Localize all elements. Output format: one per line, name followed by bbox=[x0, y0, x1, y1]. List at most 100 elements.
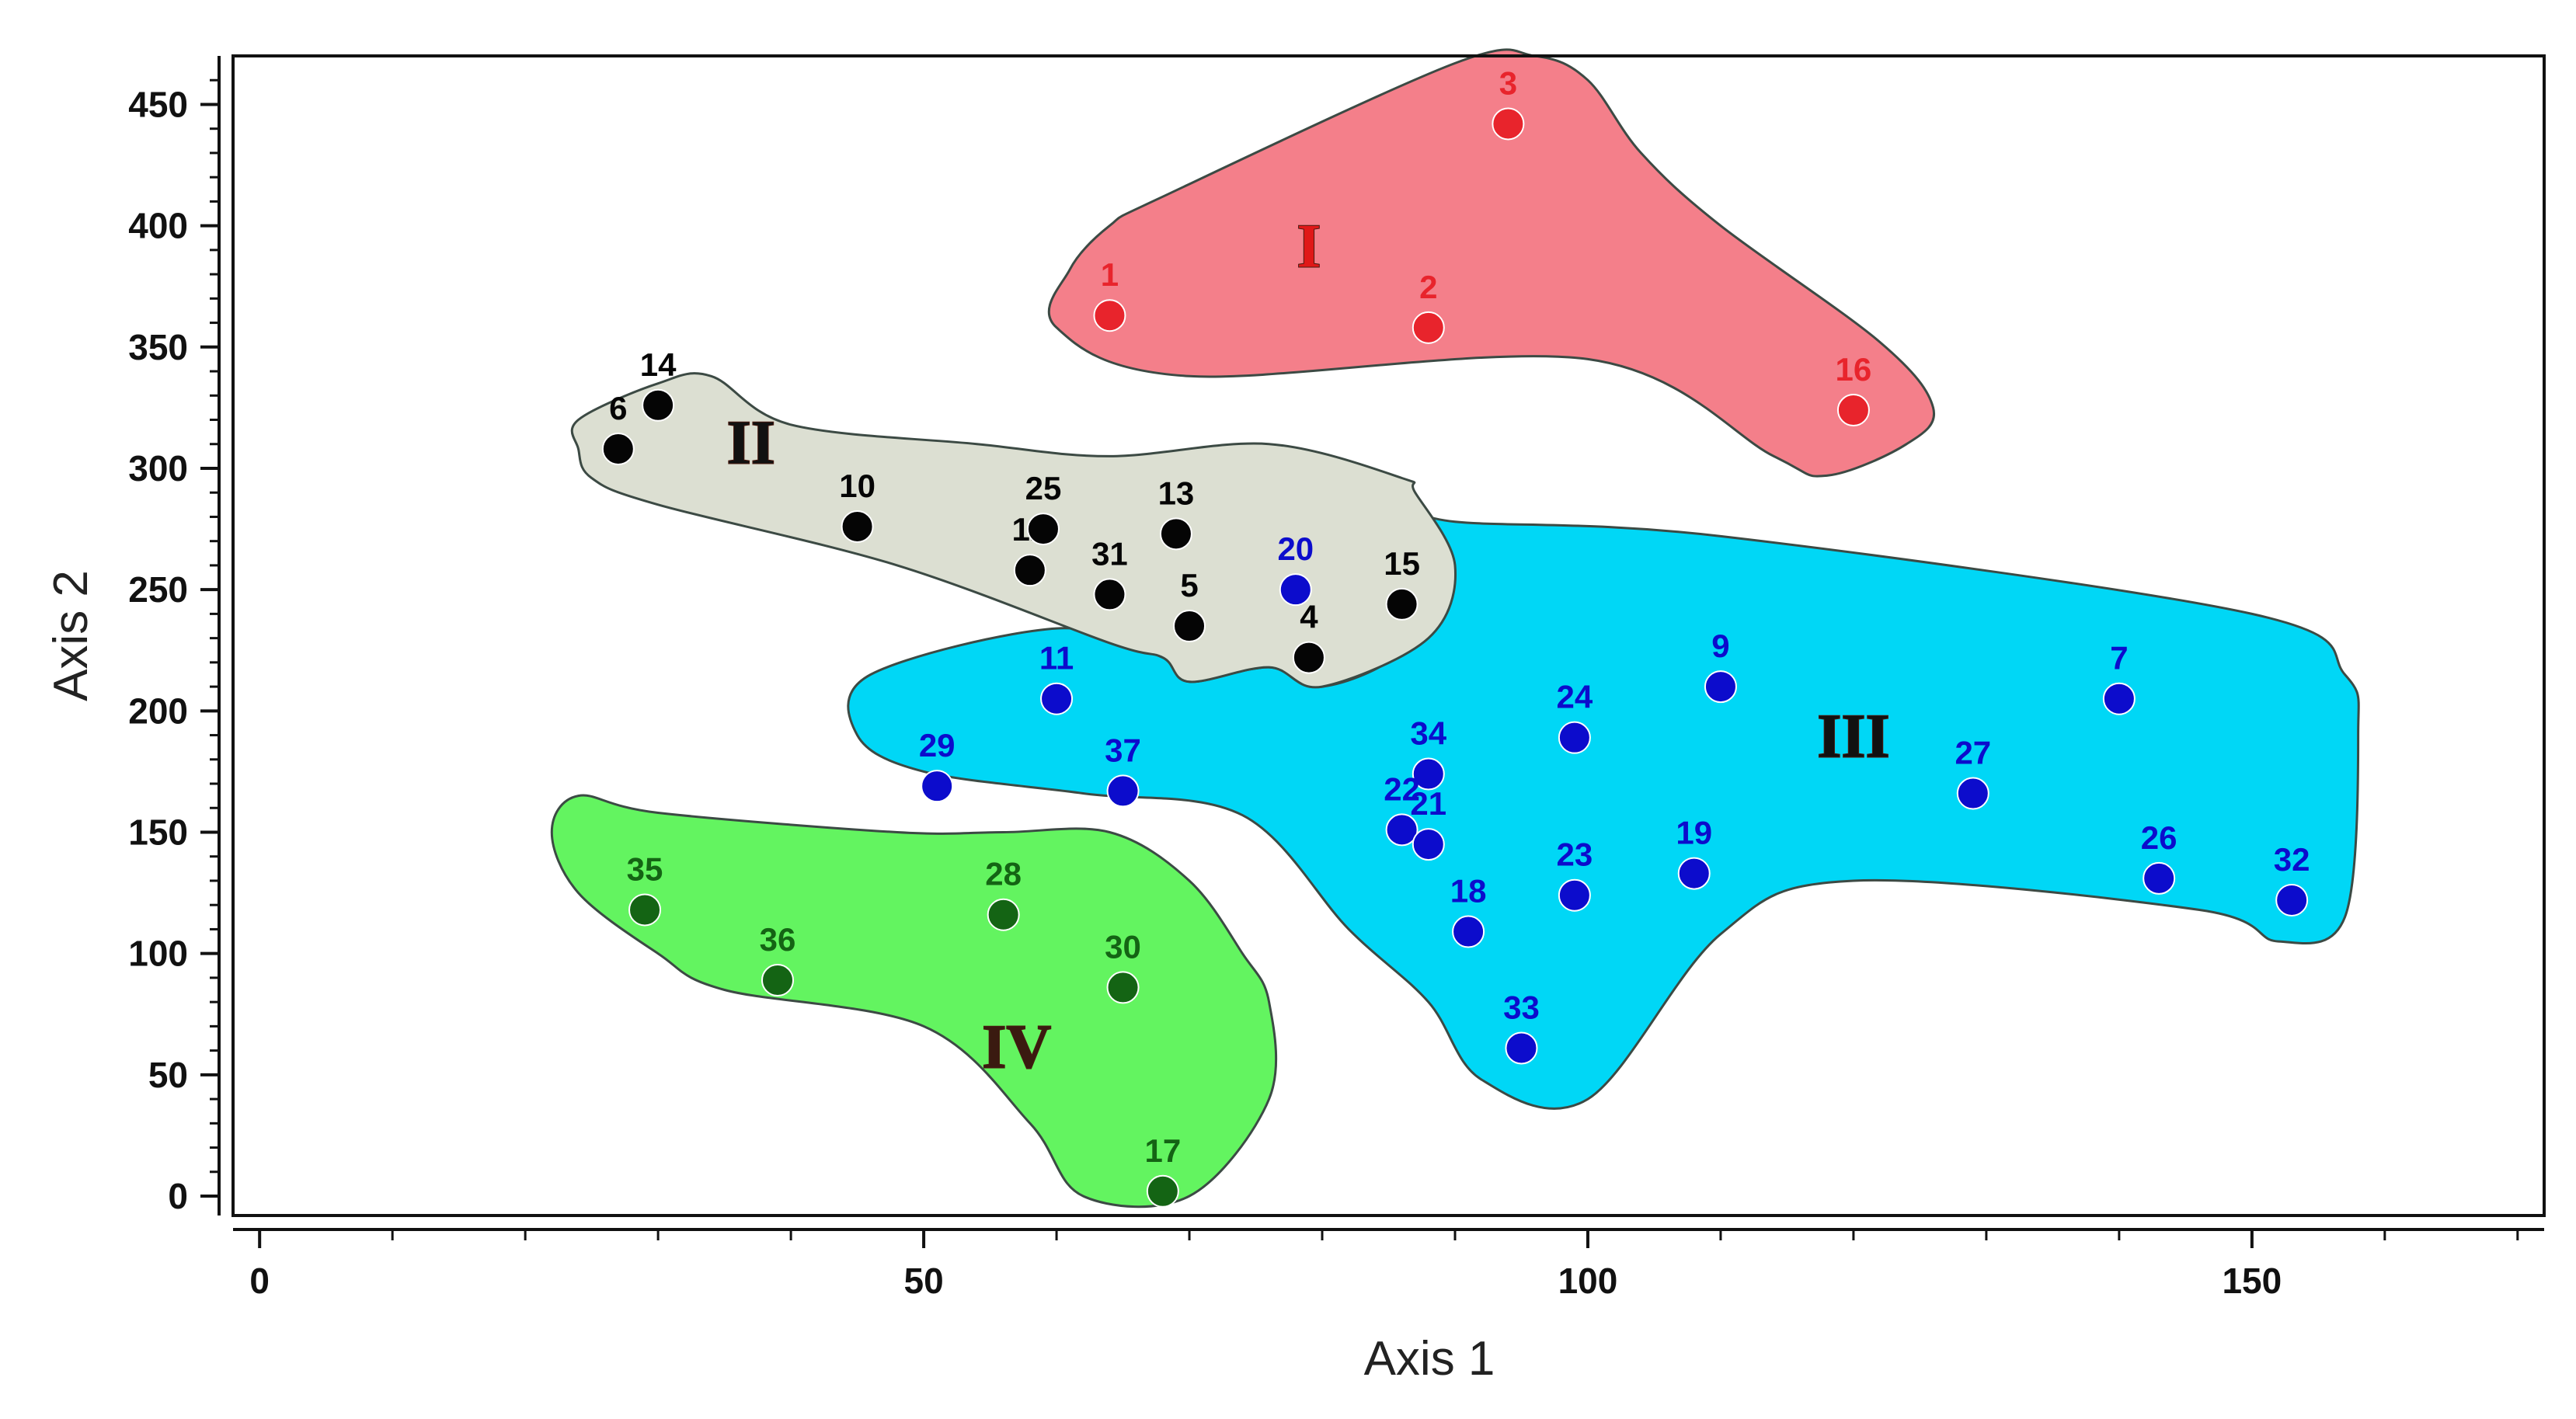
point-label-1: 1 bbox=[1101, 256, 1119, 293]
data-point-12 bbox=[1013, 554, 1046, 587]
point-label-14: 14 bbox=[640, 346, 677, 383]
point-label-33: 33 bbox=[1503, 989, 1540, 1025]
data-point-27 bbox=[1956, 777, 1989, 810]
data-point-31 bbox=[1093, 578, 1126, 611]
data-point-37 bbox=[1106, 774, 1140, 808]
y-tick-label: 50 bbox=[148, 1055, 188, 1095]
y-tick-label: 450 bbox=[128, 84, 188, 124]
data-point-35 bbox=[628, 893, 662, 927]
data-point-36 bbox=[761, 964, 795, 997]
cluster-regions bbox=[550, 48, 2360, 1209]
cluster-label-I: I bbox=[1297, 213, 1321, 281]
cluster-region-I bbox=[1047, 48, 1936, 478]
data-points: 1231661410122531135415201129373422212492… bbox=[601, 64, 2310, 1208]
point-label-17: 17 bbox=[1144, 1132, 1181, 1169]
point-label-7: 7 bbox=[2110, 640, 2128, 676]
point-label-19: 19 bbox=[1676, 815, 1712, 851]
data-point-20 bbox=[1279, 573, 1312, 607]
plot-frame bbox=[231, 54, 2546, 1217]
data-point-10 bbox=[841, 510, 874, 543]
data-point-28 bbox=[987, 898, 1020, 931]
point-label-15: 15 bbox=[1384, 545, 1420, 582]
point-label-29: 29 bbox=[919, 727, 956, 763]
x-tick-label: 150 bbox=[2222, 1261, 2282, 1301]
point-label-2: 2 bbox=[1419, 269, 1437, 305]
point-label-16: 16 bbox=[1836, 351, 1872, 388]
point-label-22: 22 bbox=[1384, 770, 1420, 807]
y-tick-label: 150 bbox=[128, 812, 188, 852]
point-label-37: 37 bbox=[1105, 732, 1141, 768]
data-point-9 bbox=[1704, 670, 1737, 704]
data-point-7 bbox=[2102, 682, 2136, 715]
data-point-5 bbox=[1173, 610, 1206, 643]
data-point-26 bbox=[2143, 861, 2176, 895]
data-point-16 bbox=[1836, 394, 1870, 427]
data-point-14 bbox=[642, 388, 675, 422]
data-point-1 bbox=[1093, 299, 1126, 332]
point-label-36: 36 bbox=[760, 921, 796, 958]
point-label-30: 30 bbox=[1105, 928, 1141, 965]
data-point-29 bbox=[921, 770, 954, 803]
point-label-27: 27 bbox=[1955, 735, 1991, 771]
data-point-18 bbox=[1452, 915, 1485, 948]
y-tick-label: 350 bbox=[128, 327, 188, 367]
data-point-3 bbox=[1492, 107, 1525, 141]
point-label-4: 4 bbox=[1300, 599, 1318, 635]
data-point-4 bbox=[1292, 641, 1325, 674]
axes: 0 50 100 150 0 50 100 150 200 250 300 350 400 450 bbox=[128, 56, 2544, 1301]
y-tick-label: 0 bbox=[168, 1176, 188, 1216]
y-tick-label: 100 bbox=[128, 934, 188, 974]
cluster-label-III: III bbox=[1817, 703, 1889, 771]
point-label-23: 23 bbox=[1557, 836, 1593, 873]
x-axis-title: Axis 1 bbox=[1364, 1332, 1495, 1386]
cluster-label-II: II bbox=[727, 409, 775, 478]
data-point-6 bbox=[601, 432, 635, 465]
x-tick-label: 100 bbox=[1558, 1261, 1618, 1301]
point-label-13: 13 bbox=[1158, 475, 1195, 511]
point-label-21: 21 bbox=[1410, 785, 1446, 822]
data-point-19 bbox=[1677, 857, 1711, 890]
point-label-6: 6 bbox=[609, 390, 627, 426]
data-point-24 bbox=[1558, 721, 1591, 754]
point-label-32: 32 bbox=[2274, 841, 2310, 878]
data-point-17 bbox=[1146, 1174, 1179, 1208]
data-point-13 bbox=[1159, 517, 1192, 551]
point-label-9: 9 bbox=[1711, 628, 1729, 664]
cluster-region-II bbox=[570, 372, 1457, 689]
y-tick-label: 250 bbox=[128, 569, 188, 610]
data-point-32 bbox=[2275, 883, 2309, 916]
data-point-2 bbox=[1412, 311, 1445, 344]
y-tick-label: 300 bbox=[128, 448, 188, 489]
point-label-28: 28 bbox=[985, 856, 1022, 892]
data-point-33 bbox=[1505, 1031, 1538, 1065]
point-label-10: 10 bbox=[839, 468, 875, 504]
cluster-label-IV: IV bbox=[982, 1013, 1051, 1081]
data-point-25 bbox=[1026, 513, 1060, 546]
point-label-11: 11 bbox=[1039, 640, 1074, 676]
data-point-30 bbox=[1106, 971, 1140, 1004]
point-label-34: 34 bbox=[1410, 715, 1446, 752]
data-point-11 bbox=[1040, 682, 1074, 715]
point-label-26: 26 bbox=[2141, 819, 2177, 856]
point-label-35: 35 bbox=[627, 850, 663, 887]
data-point-23 bbox=[1558, 878, 1591, 912]
x-tick-label: 50 bbox=[903, 1261, 943, 1301]
point-label-3: 3 bbox=[1499, 64, 1517, 101]
data-point-22 bbox=[1385, 813, 1419, 847]
cluster-region-IV bbox=[550, 794, 1278, 1209]
point-label-20: 20 bbox=[1277, 530, 1314, 567]
data-point-21 bbox=[1412, 828, 1445, 861]
point-label-5: 5 bbox=[1180, 567, 1198, 603]
point-label-25: 25 bbox=[1025, 470, 1062, 506]
y-tick-label: 200 bbox=[128, 690, 188, 731]
point-label-24: 24 bbox=[1557, 679, 1593, 715]
y-axis-title: Axis 2 bbox=[44, 570, 98, 701]
y-tick-label: 400 bbox=[128, 206, 188, 246]
x-tick-label: 0 bbox=[249, 1261, 270, 1301]
data-point-34 bbox=[1412, 757, 1445, 791]
data-point-15 bbox=[1385, 587, 1419, 621]
point-label-31: 31 bbox=[1091, 535, 1128, 572]
point-label-18: 18 bbox=[1450, 873, 1487, 909]
